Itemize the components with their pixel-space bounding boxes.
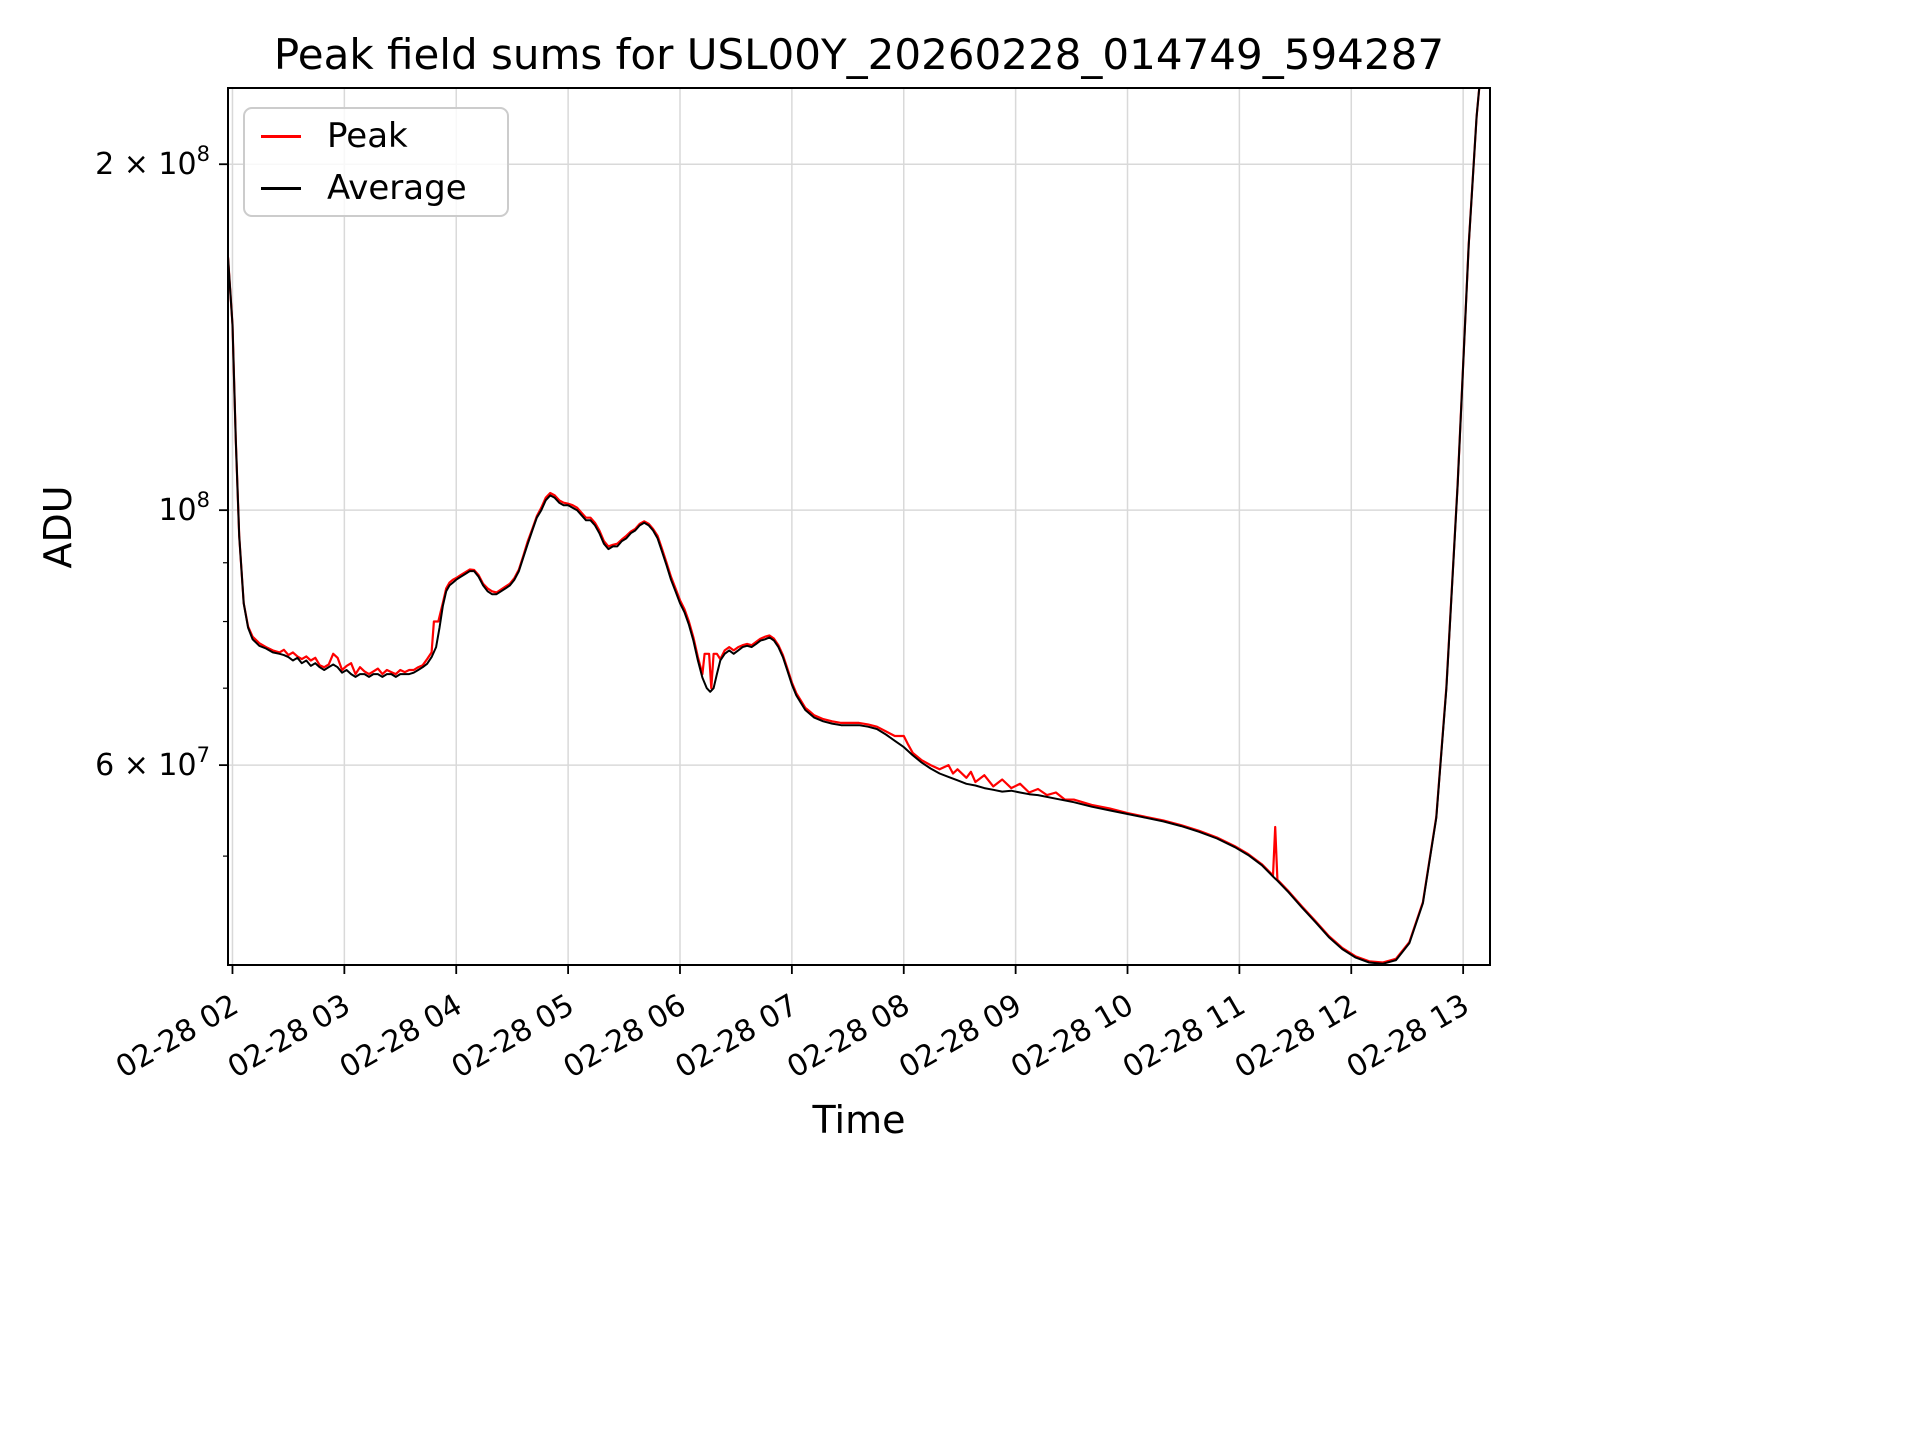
svg-text:02-28 03: 02-28 03	[222, 988, 356, 1086]
legend-label-peak: Peak	[327, 116, 408, 156]
svg-text:02-28 08: 02-28 08	[781, 988, 915, 1086]
svg-text:02-28 11: 02-28 11	[1117, 988, 1251, 1086]
svg-text:02-28 04: 02-28 04	[334, 988, 468, 1086]
y-axis-label: ADU	[36, 485, 80, 569]
y-tick-labels: 2 × 108 108 6 × 107	[95, 142, 210, 783]
svg-text:02-28 13: 02-28 13	[1341, 988, 1475, 1086]
svg-text:02-28 05: 02-28 05	[446, 988, 580, 1086]
average-line-swatch	[261, 186, 301, 190]
legend-item-peak: Peak	[261, 119, 507, 153]
gridlines	[228, 88, 1490, 965]
tick-marks	[219, 163, 1465, 974]
svg-text:02-28 12: 02-28 12	[1229, 988, 1363, 1086]
plot-border	[227, 87, 1491, 966]
svg-text:02-28 09: 02-28 09	[893, 988, 1027, 1086]
svg-text:02-28 07: 02-28 07	[670, 988, 804, 1086]
svg-text:02-28 02: 02-28 02	[110, 988, 244, 1086]
svg-text:6 × 107: 6 × 107	[95, 743, 210, 783]
svg-text:108: 108	[158, 488, 210, 528]
legend: Peak Average	[243, 107, 509, 217]
svg-text:02-28 10: 02-28 10	[1005, 988, 1139, 1086]
svg-text:2 × 108: 2 × 108	[95, 142, 210, 182]
legend-item-average: Average	[261, 171, 507, 205]
x-axis-label: Time	[812, 1098, 906, 1142]
average-line	[228, 88, 1481, 965]
peak-line-swatch	[261, 134, 301, 138]
svg-text:02-28 06: 02-28 06	[558, 988, 692, 1086]
chart-title: Peak field sums for USL00Y_20260228_0147…	[273, 30, 1445, 79]
legend-label-average: Average	[327, 168, 467, 208]
